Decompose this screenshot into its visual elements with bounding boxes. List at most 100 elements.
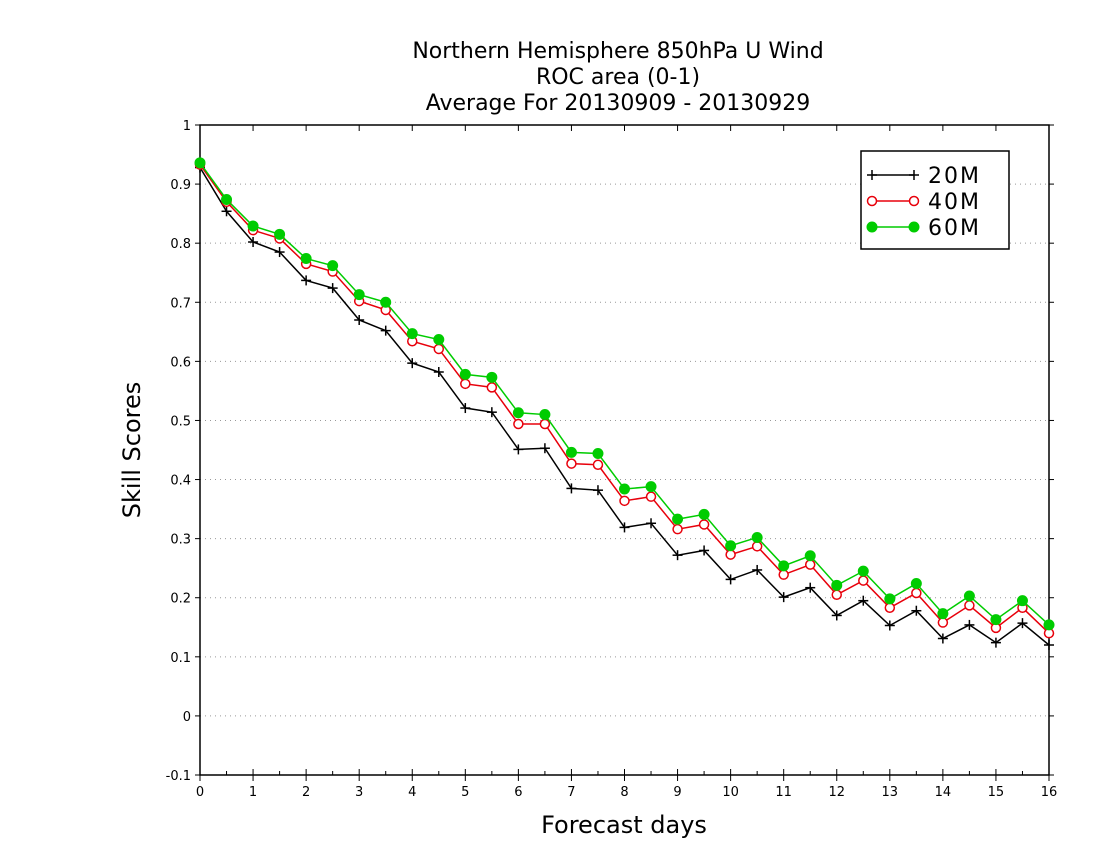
axes: -0.100.10.20.30.40.50.60.70.80.910 1 2 3 4 5 6… — [166, 119, 1058, 800]
y-tick-label: -0.1 — [166, 769, 191, 784]
data-point-filled-circle — [698, 508, 710, 520]
data-point-open-circle — [911, 587, 922, 599]
data-point-open-circle — [937, 617, 949, 628]
data-point-open-circle — [698, 519, 710, 530]
x-tick-label: 4 — [408, 785, 416, 800]
data-point-plus — [725, 574, 736, 585]
y-tick-label: 0.6 — [170, 355, 191, 370]
data-point-open-circle — [645, 491, 657, 502]
data-point-open-circle — [725, 549, 736, 560]
data-point-open-circle — [858, 575, 869, 586]
title-line-1: Northern Hemisphere 850hPa U Wind — [412, 39, 823, 64]
data-point-plus — [592, 485, 603, 496]
data-point-filled-circle — [353, 289, 365, 301]
data-point-filled-circle — [725, 540, 737, 552]
legend-entry-20M: 20M — [867, 164, 979, 189]
x-tick-label: 3 — [355, 785, 363, 800]
legend-label: 60M — [928, 216, 981, 241]
data-point-filled-circle — [1016, 595, 1028, 607]
y-tick-label: 1 — [183, 119, 191, 134]
data-point-plus — [433, 367, 444, 377]
data-point-plus — [354, 315, 365, 325]
data-point-plus — [327, 283, 338, 294]
x-tick-label: 11 — [775, 785, 792, 800]
data-point-plus — [937, 633, 948, 644]
data-point-plus — [274, 247, 285, 258]
chart-title: Northern Hemisphere 850hPa U Wind ROC ar… — [412, 39, 823, 116]
data-point-open-circle — [486, 382, 498, 393]
data-point-filled-circle — [459, 368, 471, 380]
x-axis-title: Forecast days — [541, 811, 707, 839]
y-tick-label: 0.1 — [170, 651, 191, 666]
data-point-filled-circle — [910, 578, 922, 590]
data-point-open-circle — [460, 378, 471, 390]
data-point-filled-circle — [592, 448, 604, 460]
x-tick-label: 12 — [828, 785, 845, 800]
legend-entry-40M: 40M — [866, 190, 979, 215]
data-point-filled-circle — [645, 481, 657, 493]
y-tick-label: 0.5 — [170, 414, 191, 429]
data-point-plus — [884, 620, 895, 631]
data-point-filled-circle — [565, 446, 577, 458]
title-line-2: ROC area (0-1) — [536, 65, 700, 90]
data-point-plus — [380, 325, 391, 336]
data-point-filled-circle — [274, 228, 286, 240]
x-tick-label: 15 — [988, 785, 1005, 800]
data-point-filled-circle — [1043, 619, 1055, 631]
data-point-open-circle — [619, 495, 630, 507]
x-tick-label: 6 — [514, 785, 522, 800]
data-point-filled-circle — [194, 157, 206, 169]
data-point-plus — [539, 443, 550, 454]
data-point-open-circle — [884, 602, 896, 614]
data-point-filled-circle — [539, 409, 551, 421]
data-point-open-circle — [831, 589, 842, 601]
data-point-filled-circle — [221, 193, 233, 205]
data-point-filled-circle — [937, 608, 949, 620]
data-point-plus — [646, 518, 657, 529]
x-tick-label: 14 — [935, 785, 952, 800]
data-point-plus — [778, 592, 789, 603]
x-tick-label: 8 — [620, 785, 628, 800]
data-point-open-circle — [433, 343, 445, 355]
x-tick-label: 0 — [196, 785, 204, 800]
data-point-filled-circle — [619, 483, 630, 495]
x-tick-label: 1 — [249, 785, 257, 800]
data-point-filled-circle — [512, 407, 524, 419]
data-point-plus — [752, 564, 763, 575]
data-point-filled-circle — [300, 253, 312, 265]
data-point-filled-circle — [857, 565, 869, 577]
y-axis-title: Skill Scores — [118, 382, 146, 519]
data-point-plus — [486, 407, 497, 418]
data-point-filled-circle — [486, 371, 498, 383]
data-point-plus — [513, 444, 524, 455]
data-point-plus — [566, 483, 577, 494]
x-tick-label: 2 — [302, 785, 310, 800]
data-point-open-circle — [539, 418, 551, 430]
data-point-open-circle — [804, 559, 816, 570]
data-point-plus — [221, 206, 232, 217]
plot-series — [194, 157, 1055, 650]
data-point-open-circle — [751, 541, 763, 552]
data-point-open-circle — [866, 195, 878, 207]
data-point-plus — [858, 595, 869, 606]
data-point-open-circle — [908, 195, 920, 207]
data-point-plus — [619, 522, 630, 533]
x-tick-label: 13 — [882, 785, 899, 800]
x-tick-label: 9 — [673, 785, 681, 800]
data-point-plus — [909, 170, 919, 180]
series-60M — [194, 157, 1055, 631]
legend-entry-60M: 60M — [866, 216, 981, 241]
title-line-3: Average For 20130909 - 20130929 — [426, 91, 811, 116]
y-tick-label: 0.4 — [170, 474, 191, 489]
data-point-open-circle — [592, 459, 604, 471]
data-point-plus — [1044, 640, 1054, 650]
data-point-plus — [248, 237, 259, 247]
x-tick-label: 7 — [567, 785, 575, 800]
data-point-filled-circle — [990, 614, 1002, 626]
y-tick-label: 0.7 — [170, 296, 191, 311]
data-point-plus — [1017, 618, 1028, 629]
data-point-plus — [460, 403, 471, 414]
data-point-plus — [301, 275, 312, 286]
data-point-filled-circle — [866, 221, 878, 233]
data-point-plus — [831, 610, 842, 621]
